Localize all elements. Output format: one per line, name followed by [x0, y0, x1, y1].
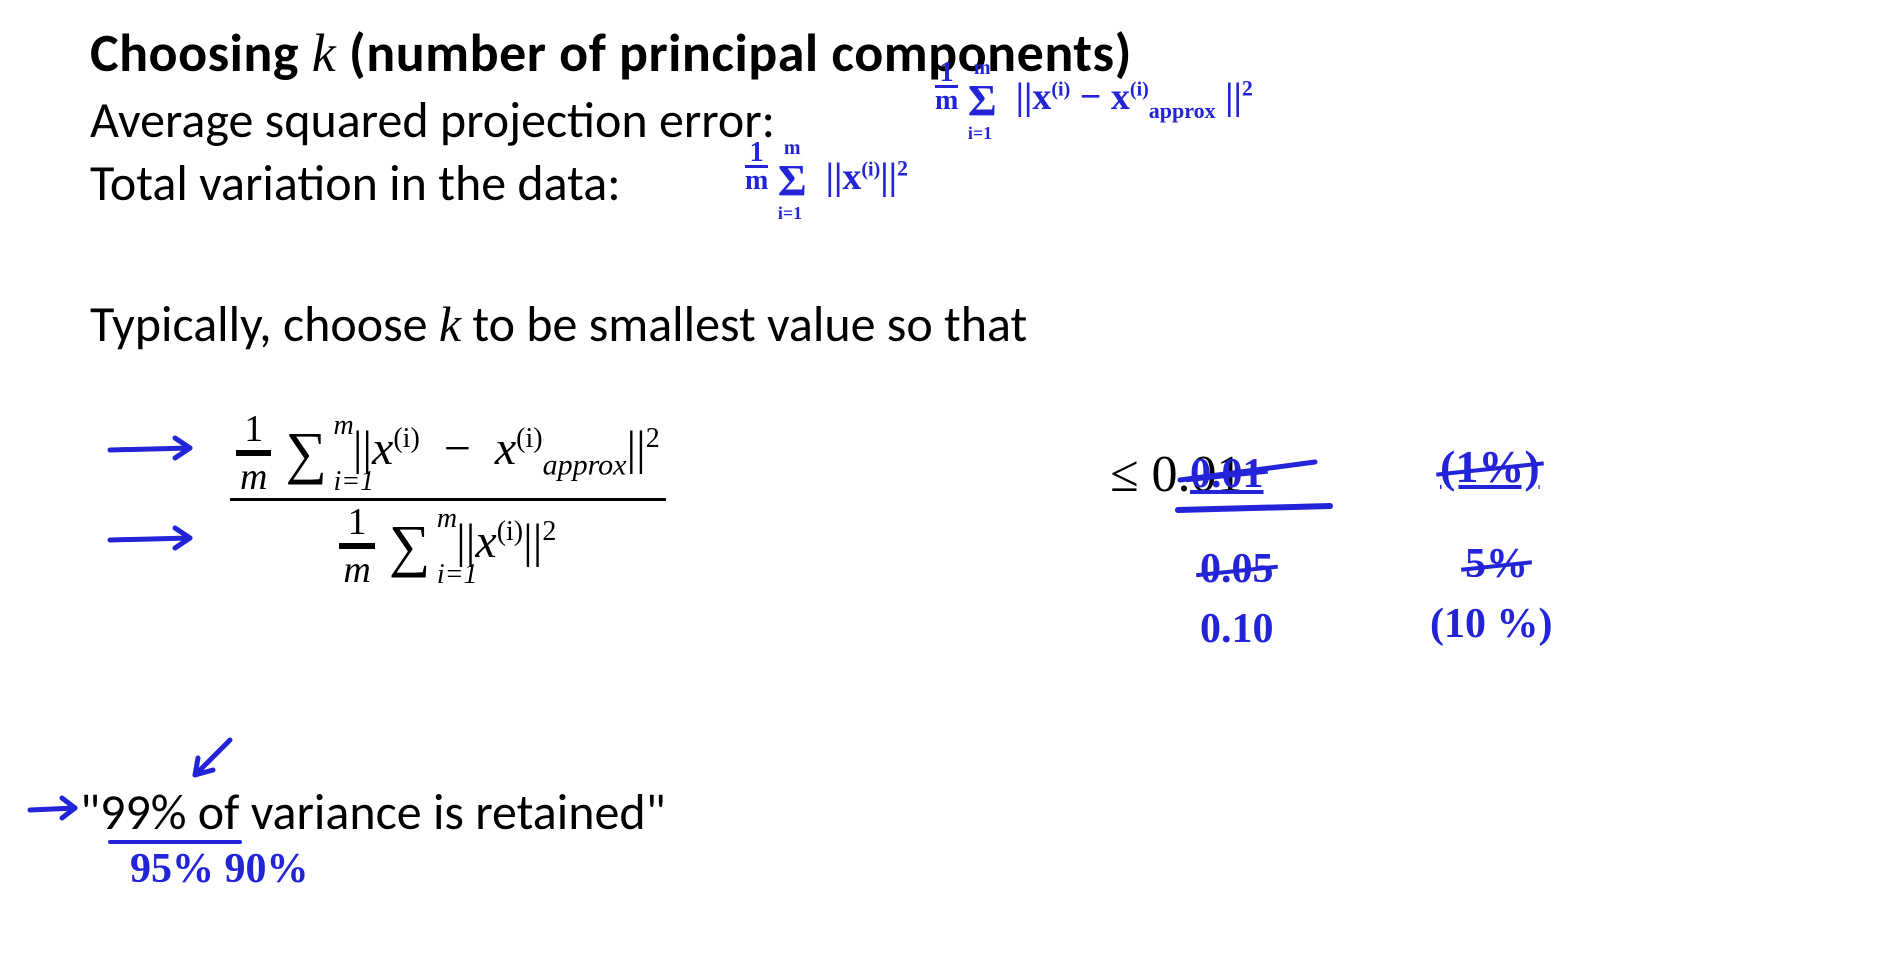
m-den: m: [339, 546, 374, 589]
sup-i-3: (i): [497, 516, 523, 547]
typically-line: Typically, choose k to be smallest value…: [90, 294, 1810, 355]
sum-denominator: ∑mi=1: [389, 517, 430, 575]
x-1: x: [372, 422, 393, 475]
arrow-3: [30, 808, 75, 810]
formula-fraction: 1 m ∑mi=1 ||x(i) − x(i)approx||2 1 m ∑mi…: [230, 410, 666, 589]
sum-up2: m: [437, 505, 457, 533]
sum-up: m: [333, 412, 353, 440]
hand-alt-retained: 95% 90%: [130, 845, 309, 893]
underline-001: [1178, 506, 1330, 510]
formula-numerator: 1 m ∑mi=1 ||x(i) − x(i)approx||2: [230, 410, 666, 498]
hand-thresh-001: 0.01: [1190, 450, 1264, 498]
one-over-m-num: 1 m: [236, 410, 271, 496]
hand-thresh-005: 0.05: [1200, 545, 1274, 593]
arrow-1-head: [175, 438, 190, 458]
title-prefix: Choosing: [90, 20, 312, 86]
typically-kvar: k: [439, 296, 461, 352]
sup-i-2: (i): [516, 423, 542, 454]
hand-pct-10: (10 %): [1430, 600, 1552, 648]
arrow-1: [110, 448, 190, 450]
variance-retained: "99% of variance is retained": [80, 782, 666, 843]
hand-thresh-010: 0.10: [1200, 605, 1274, 653]
title-kvar: k: [312, 23, 336, 83]
approx-sub: approx: [543, 449, 627, 482]
sum-lo: i=1: [333, 468, 374, 496]
hand-pct-1: (1%): [1440, 440, 1540, 493]
sq-2: 2: [542, 516, 556, 547]
sum-numerator: ∑mi=1: [285, 424, 326, 482]
typically-suffix: to be smallest value so that: [461, 294, 1027, 355]
arrow-3-head: [62, 798, 75, 818]
sum-lo2: i=1: [437, 561, 478, 589]
typically-prefix: Typically, choose: [90, 294, 439, 355]
sq-1: 2: [646, 423, 660, 454]
main-formula: 1 m ∑mi=1 ||x(i) − x(i)approx||2 1 m ∑mi…: [230, 410, 666, 589]
sup-i-1: (i): [393, 423, 419, 454]
hand-pct-5: 5%: [1465, 540, 1528, 588]
x-2: x: [495, 422, 516, 475]
one-over-m-den: 1 m: [339, 503, 374, 589]
arrow-4-head: [195, 758, 213, 775]
arrow-2-head: [175, 528, 190, 548]
x-3: x: [475, 515, 496, 568]
one-num: 1: [236, 410, 271, 453]
formula-denominator: 1 m ∑mi=1 ||x(i)||2: [230, 498, 666, 589]
arrow-4: [195, 740, 230, 775]
line-total-variation: Total variation in the data:: [90, 153, 1810, 214]
one-den: 1: [339, 503, 374, 546]
arrow-2: [110, 538, 190, 540]
hand-total-var: 1 m Σmi=1 ||x(i)||2: [745, 140, 908, 206]
m-num: m: [236, 453, 271, 496]
hand-proj-error: 1 m Σmi=1 ||x(i) − x(i)approx ||2: [935, 60, 1253, 126]
